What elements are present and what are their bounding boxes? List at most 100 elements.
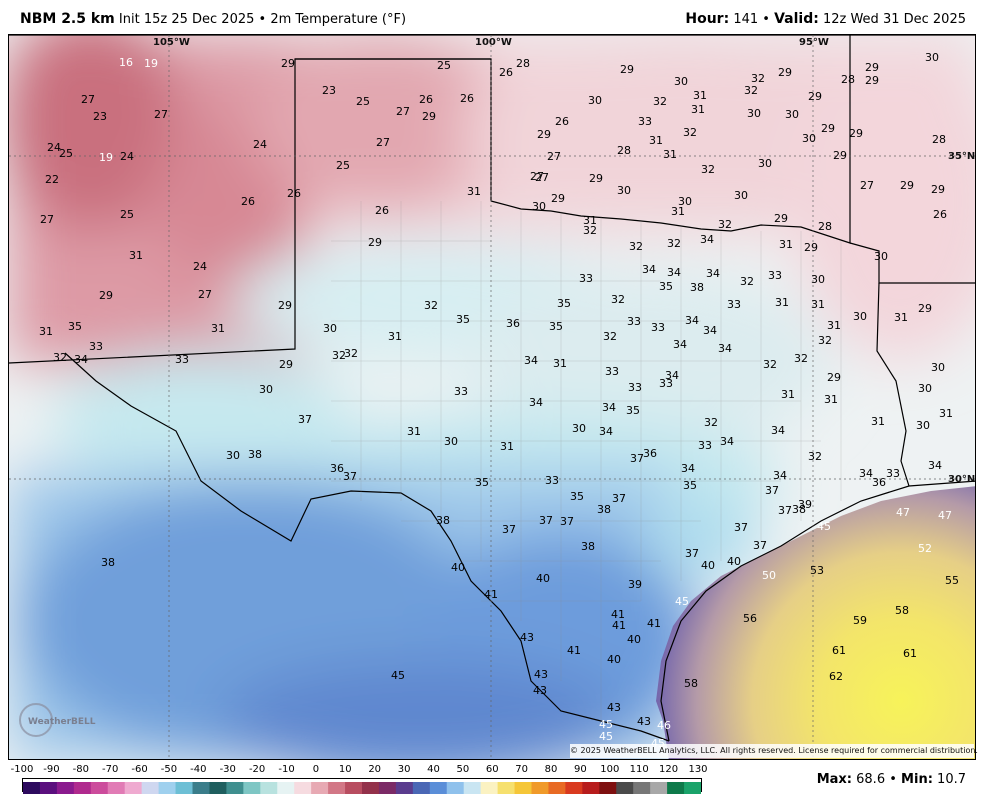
temperature-value: 25 [59, 147, 73, 160]
temperature-value: 29 [278, 299, 292, 312]
temperature-value: 31 [781, 388, 795, 401]
temperature-value: 32 [344, 347, 358, 360]
legend-tick: 50 [456, 764, 470, 775]
colorbar-segment [243, 782, 261, 794]
copyright-notice: © 2025 WeatherBELL Analytics, LLC. All r… [570, 744, 978, 758]
temperature-value: 26 [460, 92, 474, 105]
legend-tick: 120 [659, 764, 679, 775]
temperature-value: 29 [537, 128, 551, 141]
colorbar-segment [141, 782, 160, 794]
temperature-value: 43 [520, 631, 534, 644]
legend-tick: -70 [102, 764, 119, 775]
temperature-value: 29 [620, 63, 634, 76]
temperature-value: 47 [938, 509, 952, 522]
colorbar-segment [23, 782, 41, 794]
temperature-value: 30 [226, 449, 240, 462]
tx-la-border [876, 282, 910, 487]
colorbar-segment [328, 782, 346, 794]
temperature-value: 27 [860, 179, 874, 192]
county-lines [331, 201, 842, 721]
temperature-value: 61 [903, 647, 917, 660]
temperature-value: 24 [253, 138, 267, 151]
temperature-value: 40 [451, 561, 465, 574]
legend-tick: -20 [248, 764, 266, 775]
temperature-value: 33 [659, 377, 673, 390]
colorbar-segment [548, 782, 566, 794]
temperature-value: 32 [818, 334, 832, 347]
temperature-value: 43 [533, 684, 547, 697]
temperature-value: 34 [667, 266, 681, 279]
temperature-value: 34 [700, 233, 714, 246]
temperature-value: 27 [530, 170, 544, 183]
temperature-value: 34 [771, 424, 785, 437]
temperature-value: 43 [637, 715, 651, 728]
temperature-value: 32 [53, 351, 67, 364]
temperature-value: 34 [720, 435, 734, 448]
temperature-value: 43 [534, 668, 548, 681]
temperature-value: 31 [939, 407, 953, 420]
legend-tick: 0 [312, 764, 320, 775]
max-min-readout: Max: 68.6 • Min: 10.7 [817, 772, 966, 787]
temperature-value: 35 [570, 490, 584, 503]
temperature-value: 32 [701, 163, 715, 176]
legend-tick: -90 [43, 764, 60, 775]
hour-label: Hour: [685, 11, 730, 27]
temperature-value: 31 [388, 330, 402, 343]
colorbar-segment [650, 782, 668, 794]
temperature-value: 37 [298, 413, 312, 426]
gulf-shading [656, 486, 975, 759]
temperature-value: 32 [424, 299, 438, 312]
temperature-value: 36 [506, 317, 520, 330]
temperature-value: 32 [744, 84, 758, 97]
temperature-value: 28 [841, 73, 855, 86]
temperature-value: 28 [516, 57, 530, 70]
temperature-value: 34 [859, 467, 873, 480]
lat-30-label: 30°N [948, 474, 975, 485]
temperature-value: 33 [627, 315, 641, 328]
separator: • [258, 12, 267, 27]
temperature-value: 26 [241, 195, 255, 208]
temperature-value: 43 [607, 701, 621, 714]
temperature-value: 39 [798, 498, 812, 511]
temperature-value: 37 [502, 523, 516, 536]
min-value: 10.7 [937, 772, 966, 787]
temperature-value: 34 [703, 324, 717, 337]
temperature-value: 41 [484, 588, 498, 601]
temperature-value: 29 [281, 57, 295, 70]
svg-text:WeatherBELL: WeatherBELL [28, 717, 96, 727]
temperature-value: 33 [698, 439, 712, 452]
colorbar-segment [446, 782, 465, 794]
colorbar-segment [73, 782, 92, 794]
temperature-value: 30 [747, 107, 761, 120]
temperature-value: 33 [886, 467, 900, 480]
temperature-value: 35 [626, 404, 640, 417]
temperature-value: 30 [323, 322, 337, 335]
temperature-value: 32 [583, 224, 597, 237]
temperature-value: 30 [811, 273, 825, 286]
colorbar-segment [226, 782, 244, 794]
temperature-value: 30 [802, 132, 816, 145]
temperature-value: 40 [727, 555, 741, 568]
temperature-value: 35 [683, 479, 697, 492]
temperature-value: 30 [918, 382, 932, 395]
temperature-value: 29 [821, 122, 835, 135]
temperature-value: 29 [827, 371, 841, 384]
temperature-value: 34 [74, 353, 88, 366]
header-right: Hour: 141 • Valid: 12z Wed 31 Dec 2025 [685, 11, 966, 27]
temperature-value: 50 [762, 569, 776, 582]
temperature-value: 30 [925, 51, 939, 64]
temperature-value: 33 [579, 272, 593, 285]
temperature-value: 29 [833, 149, 847, 162]
temperature-value: 28 [932, 133, 946, 146]
temperature-value: 32 [808, 450, 822, 463]
temperature-value: 34 [529, 396, 543, 409]
legend-tick: -100 [10, 764, 34, 775]
temperature-value: 33 [727, 298, 741, 311]
legend-tick: -50 [160, 764, 178, 775]
temperature-value: 34 [928, 459, 942, 472]
temperature-value: 38 [248, 448, 262, 461]
temperature-value: 31 [779, 238, 793, 251]
temperature-value: 30 [916, 419, 930, 432]
legend-tick: -60 [131, 764, 148, 775]
temperature-value: 38 [436, 514, 450, 527]
